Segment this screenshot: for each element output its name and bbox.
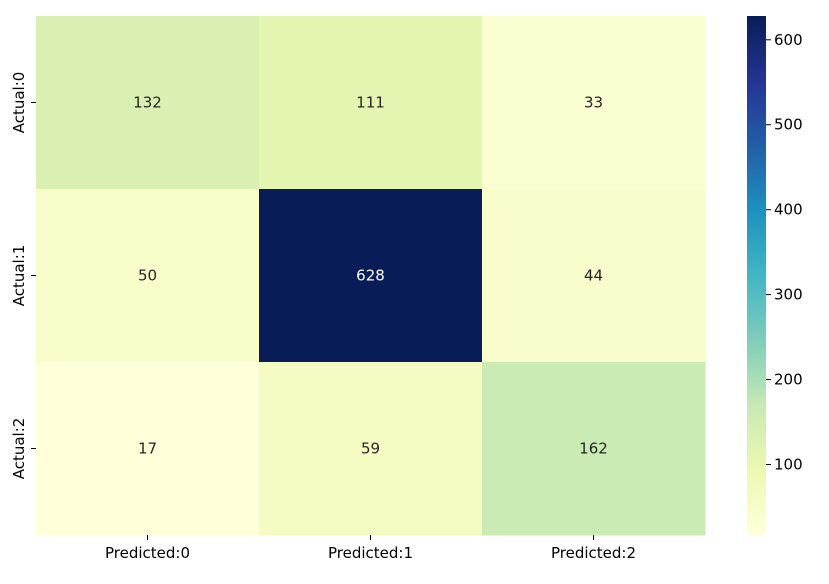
cell-value-r2-c0: 17	[138, 440, 157, 458]
x-tick-label-2: Predicted:2	[551, 544, 636, 562]
cell-value-r0-c1: 111	[356, 94, 385, 112]
heatmap-cell-r1-c0	[36, 189, 260, 363]
y-axis: Actual:0 Actual:1 Actual:2	[10, 72, 36, 480]
heatmap-cell-r0-c2	[482, 16, 706, 190]
x-tick-label-0: Predicted:0	[105, 544, 190, 562]
colorbar-tick-label-5: 600	[774, 31, 803, 49]
colorbar-tick-label-0: 100	[774, 455, 803, 473]
colorbar-tick-label-4: 500	[774, 116, 803, 134]
cell-value-r0-c0: 132	[133, 94, 162, 112]
cell-value-r1-c0: 50	[138, 267, 157, 285]
heatmap-cells	[36, 16, 706, 536]
colorbar: 100 200 300 400 500 600	[747, 16, 803, 535]
cell-value-r0-c2: 33	[584, 94, 603, 112]
heatmap-cell-r2-c1	[259, 362, 483, 536]
cell-value-r1-c1: 628	[356, 267, 385, 285]
colorbar-tick-label-3: 400	[774, 201, 803, 219]
colorbar-tick-label-2: 300	[774, 286, 803, 304]
cell-value-r2-c1: 59	[361, 440, 380, 458]
cell-value-r2-c2: 162	[579, 440, 608, 458]
heatmap-cell-r1-c1	[259, 189, 483, 363]
y-tick-label-0: Actual:0	[10, 72, 28, 134]
y-tick-label-1: Actual:1	[10, 245, 28, 307]
heatmap-cell-r2-c2	[482, 362, 706, 536]
heatmap-cell-r2-c0	[36, 362, 260, 536]
cell-annotations: 132 111 33 50 628 44 17 59 162	[133, 94, 608, 458]
colorbar-tick-label-1: 200	[774, 371, 803, 389]
x-axis: Predicted:0 Predicted:1 Predicted:2	[105, 535, 636, 562]
heatmap-cell-r0-c1	[259, 16, 483, 190]
colorbar-gradient	[747, 16, 766, 535]
heatmap-cell-r0-c0	[36, 16, 260, 190]
heatmap-cell-r1-c2	[482, 189, 706, 363]
cell-value-r1-c2: 44	[584, 267, 603, 285]
y-tick-label-2: Actual:2	[10, 418, 28, 480]
x-tick-label-1: Predicted:1	[328, 544, 413, 562]
